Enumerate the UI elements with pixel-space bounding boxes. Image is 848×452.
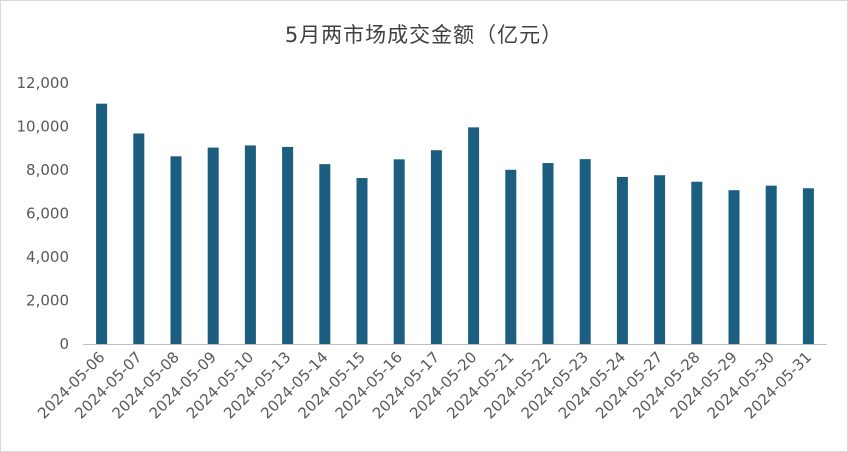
bar: [282, 146, 294, 344]
bar: [765, 185, 777, 344]
bar: [542, 163, 554, 344]
bar: [207, 147, 219, 344]
bar: [319, 164, 331, 344]
y-tick-label: 4,000: [26, 248, 69, 266]
y-tick-label: 12,000: [17, 74, 70, 92]
bar: [356, 178, 368, 344]
bar: [430, 150, 442, 344]
bar: [728, 190, 740, 344]
bar: [468, 127, 480, 345]
y-tick-label: 0: [59, 335, 69, 353]
bar: [579, 159, 591, 344]
bar: [616, 176, 628, 344]
bar: [654, 175, 666, 344]
bar: [133, 133, 145, 344]
bar: [96, 103, 108, 344]
bar: [691, 181, 703, 344]
bars: [96, 103, 814, 345]
y-tick-label: 8,000: [26, 161, 69, 179]
bar: [244, 145, 256, 344]
bar: [170, 156, 182, 344]
y-tick-label: 10,000: [17, 118, 70, 136]
y-tick-label: 2,000: [26, 292, 69, 310]
chart-title: 5月两市场成交金额（亿元）: [284, 23, 564, 47]
bar: [505, 169, 517, 344]
y-axis: 0 2,000 4,000 6,000 8,000 10,000 12,000: [17, 74, 827, 353]
bar: [802, 188, 814, 344]
x-axis: 2024-05-062024-05-072024-05-082024-05-09…: [34, 348, 815, 422]
y-tick-label: 6,000: [26, 205, 69, 223]
bar: [393, 159, 405, 344]
